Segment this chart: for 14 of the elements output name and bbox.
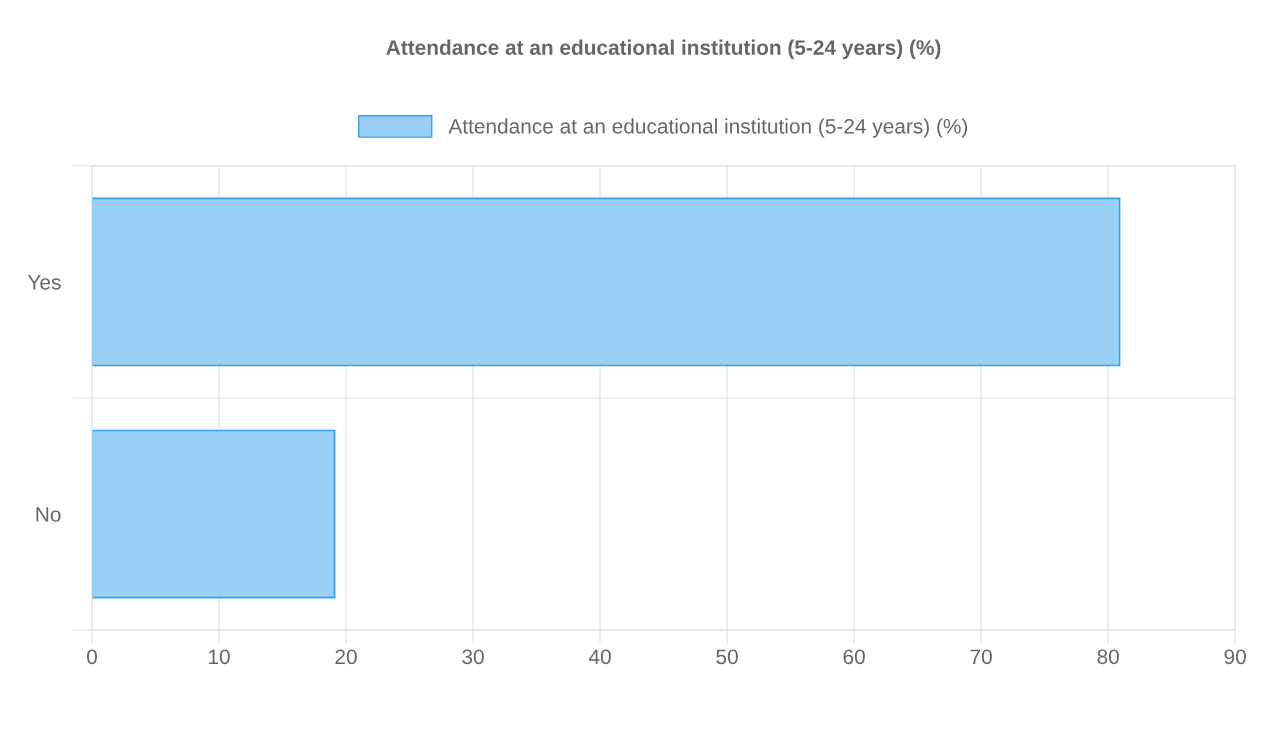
x-tick-label: 50: [716, 649, 738, 665]
chart-title: Attendance at an educational institution (5-24 years) (%): [386, 39, 941, 60]
y-tick-label: Yes: [27, 275, 61, 290]
x-tick-label: 90: [1224, 649, 1246, 665]
x-tick-label: 0: [87, 649, 97, 665]
legend-label: Attendance at an educational institution (5-24 years) (%): [448, 118, 968, 138]
x-tick-label: 60: [843, 649, 865, 665]
x-tick-label: 30: [462, 649, 484, 665]
x-tick-label: 70: [970, 649, 992, 665]
y-tick-label: No: [36, 507, 61, 522]
x-tick-label: 10: [209, 649, 230, 665]
x-tick-label: 80: [1097, 649, 1119, 665]
x-tick-label: 20: [335, 649, 357, 665]
x-tick-label: 40: [588, 649, 611, 665]
